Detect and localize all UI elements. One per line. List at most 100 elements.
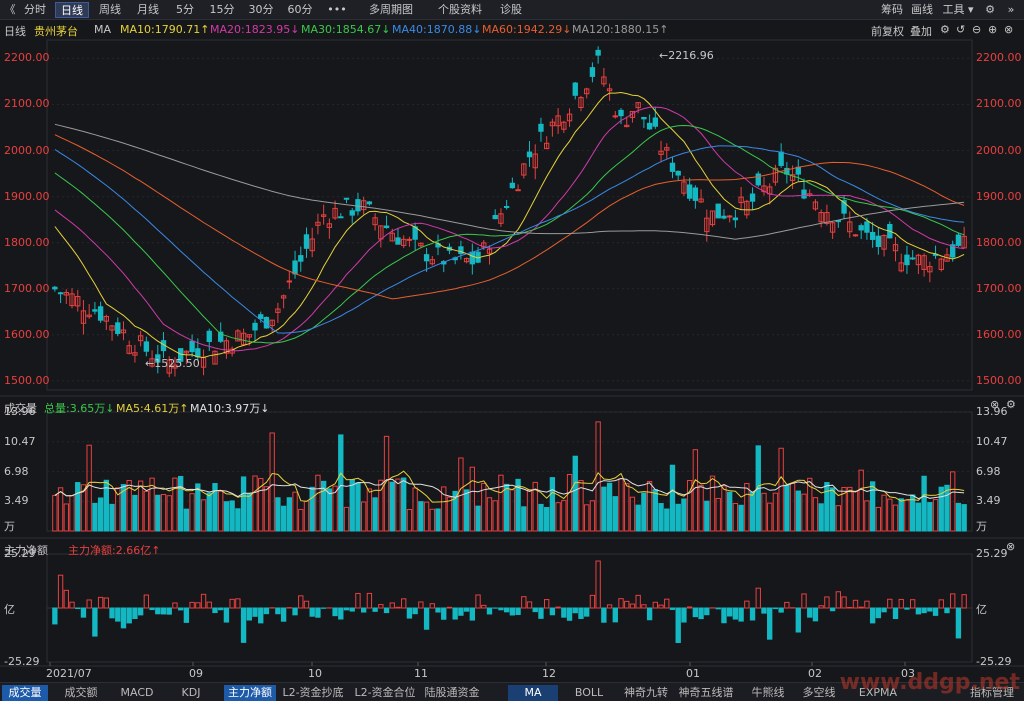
flow-bar (177, 607, 184, 611)
volume-tick: 10.47 (4, 434, 36, 448)
tab-60min[interactable]: 60分 (287, 3, 313, 16)
indicator-tab[interactable]: 多空线 (802, 686, 836, 699)
volume-bar (80, 484, 87, 532)
ma40-value: MA40:1870.88↓ (392, 23, 482, 36)
volume-total: 总量:3.65万↓ (44, 402, 115, 415)
indicator-tab[interactable]: KDJ (181, 686, 201, 699)
tab-weekly[interactable]: 周线 (99, 3, 121, 16)
volume-bar (692, 449, 699, 532)
candle-body (526, 151, 533, 158)
candle-body (704, 217, 710, 233)
indicator-tab[interactable]: MACD (120, 686, 154, 699)
indicator-tab[interactable]: 主力净额 (224, 685, 276, 701)
ma60-value: MA60:1942.29↓ (482, 23, 572, 36)
volume-bar (658, 503, 664, 532)
indicator-tab[interactable]: 指标管理 (970, 686, 1014, 699)
flow-bar (86, 599, 92, 609)
more-button[interactable]: ••• (327, 3, 347, 16)
settings-icon[interactable]: ⚙ (985, 3, 995, 16)
tab-daily[interactable]: 日线 (55, 2, 89, 18)
indicator-tab[interactable]: BOLL (574, 686, 604, 699)
zoom-out-icon[interactable]: ⊖ (972, 23, 982, 36)
candle-body (543, 142, 550, 150)
flow-bar (561, 607, 567, 618)
reset-icon[interactable]: ↺ (956, 23, 966, 36)
volume-ma5: MA5:4.61万↑ (116, 402, 189, 415)
candle-body (349, 210, 355, 216)
indicator-tab[interactable]: L2-资金合位 (354, 686, 416, 699)
flow-close-icon[interactable]: ⊗ (1006, 540, 1016, 553)
indicator-tab[interactable]: 神奇九转 (624, 686, 668, 699)
candle-body (686, 184, 693, 199)
flow-bar (715, 607, 721, 610)
volume-bar (412, 487, 418, 532)
flow-bar (235, 598, 241, 609)
flow-bar (835, 591, 842, 609)
volume-bar (847, 486, 853, 532)
adjust-button[interactable]: 前复权 (871, 25, 904, 38)
indicator-tab[interactable]: 神奇五线谱 (678, 686, 734, 699)
indicator-tab[interactable]: 成交额 (64, 686, 98, 699)
zoom-in-icon[interactable]: ⊕ (988, 23, 998, 36)
close-icon[interactable]: ⊗ (1004, 23, 1014, 36)
flow-bar (841, 596, 847, 609)
volume-bar (315, 474, 321, 532)
multi-period-button[interactable]: 多周期图 (369, 3, 413, 16)
volume-bar (675, 503, 681, 532)
tab-30min[interactable]: 30分 (248, 3, 274, 16)
volume-bar (829, 487, 836, 532)
indicator-tab[interactable]: L2-资金抄底 (282, 686, 344, 699)
flow-bar (275, 607, 281, 615)
indicator-tab[interactable]: EXPMA (858, 686, 898, 699)
volume-tick: 3.49 (4, 494, 29, 508)
flow-bar (618, 598, 624, 609)
volume-bar (732, 502, 739, 532)
candle-body (584, 88, 590, 95)
flow-bar (303, 600, 310, 609)
collapse-icon[interactable]: » (1007, 3, 1015, 16)
volume-bar (57, 487, 64, 532)
candle-body (469, 251, 476, 265)
candle-body (92, 309, 98, 312)
volume-bar (195, 483, 201, 532)
volume-bar (372, 497, 378, 532)
candle-body (726, 215, 733, 218)
volume-close-icon[interactable]: ⊗ (990, 398, 1000, 411)
draw-button[interactable]: 画线 (911, 3, 933, 16)
flow-bar (932, 607, 939, 616)
volume-bar (189, 493, 195, 532)
stock-info-button[interactable]: 个股资料 (438, 3, 482, 16)
indicator-tab[interactable]: MA (508, 685, 558, 701)
flow-tick: 25.29 (976, 547, 1008, 560)
stock-chart[interactable] (0, 0, 1024, 682)
indicator-tab[interactable]: 陆股通资金 (424, 686, 480, 699)
volume-bar (172, 477, 178, 532)
diagnose-button[interactable]: 诊股 (500, 3, 522, 16)
flow-bar (395, 606, 401, 609)
indicator-tab[interactable]: 成交量 (2, 685, 48, 701)
candle-body (858, 225, 864, 231)
flow-tick: 25.29 (4, 547, 36, 560)
overlay-button[interactable]: 叠加 (910, 25, 932, 38)
price-tick: 1700.00 (4, 281, 50, 295)
tab-15min[interactable]: 15分 (209, 3, 235, 16)
volume-bar (681, 498, 687, 532)
volume-bar (606, 482, 613, 532)
candle-body (566, 113, 573, 122)
back-icon[interactable]: 《 (4, 3, 16, 16)
ma20-value: MA20:1823.95↓ (210, 23, 300, 36)
tab-5min[interactable]: 5分 (176, 3, 194, 16)
volume-settings-icon[interactable]: ⚙ (1006, 398, 1016, 411)
tab-分时[interactable]: 分时 (24, 3, 46, 16)
candle-body (681, 181, 687, 194)
tab-monthly[interactable]: 月线 (137, 3, 159, 16)
volume-bar (463, 489, 470, 532)
flow-bar (915, 607, 922, 615)
settings-small-icon[interactable]: ⚙ (940, 23, 950, 36)
indicator-tab[interactable]: 牛熊线 (751, 686, 785, 699)
candle-body (223, 340, 230, 354)
flow-bar (589, 594, 596, 609)
flow-bar (338, 607, 344, 620)
chips-button[interactable]: 筹码 (881, 3, 903, 16)
tools-button[interactable]: 工具 ▾ (942, 3, 974, 16)
